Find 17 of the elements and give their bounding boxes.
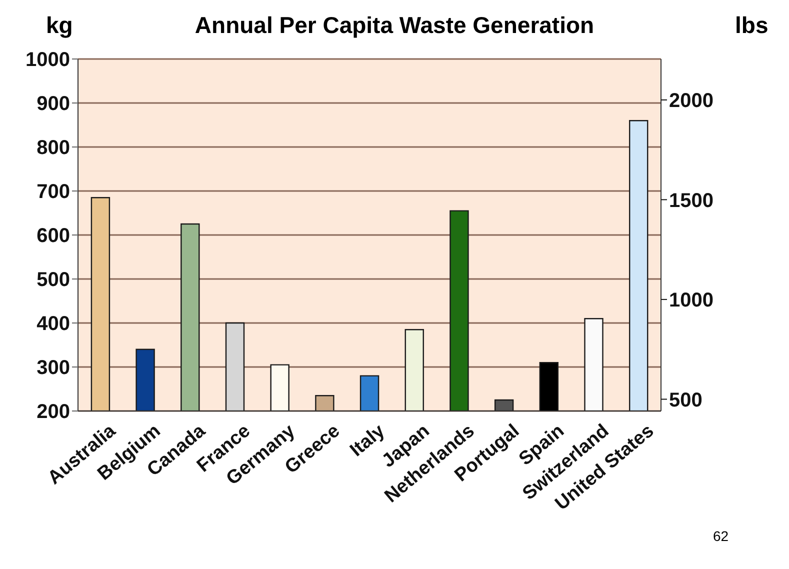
y-tick-label: 1000 bbox=[26, 49, 70, 72]
y2-tick-label: 500 bbox=[669, 389, 702, 412]
y-tick-label: 200 bbox=[36, 401, 70, 424]
y2-tick-label: 1000 bbox=[669, 290, 714, 312]
y2-tick-label: 1500 bbox=[669, 190, 714, 212]
y-tick-label: 800 bbox=[36, 137, 70, 160]
y-tick-label: 300 bbox=[36, 357, 70, 380]
y2-axis-title: lbs bbox=[735, 12, 768, 39]
y-tick-label: 500 bbox=[36, 269, 70, 292]
y-tick-label: 400 bbox=[36, 313, 70, 336]
y-tick-label: 700 bbox=[36, 181, 70, 204]
text: 62 bbox=[713, 528, 729, 544]
chart-title: Annual Per Capita Waste Generation bbox=[194, 12, 594, 38]
y-tick-label: 900 bbox=[36, 93, 70, 116]
y2-tick-label: 2000 bbox=[669, 90, 714, 112]
y-tick-label: 600 bbox=[36, 225, 70, 248]
y-axis-title: kg bbox=[46, 12, 73, 39]
